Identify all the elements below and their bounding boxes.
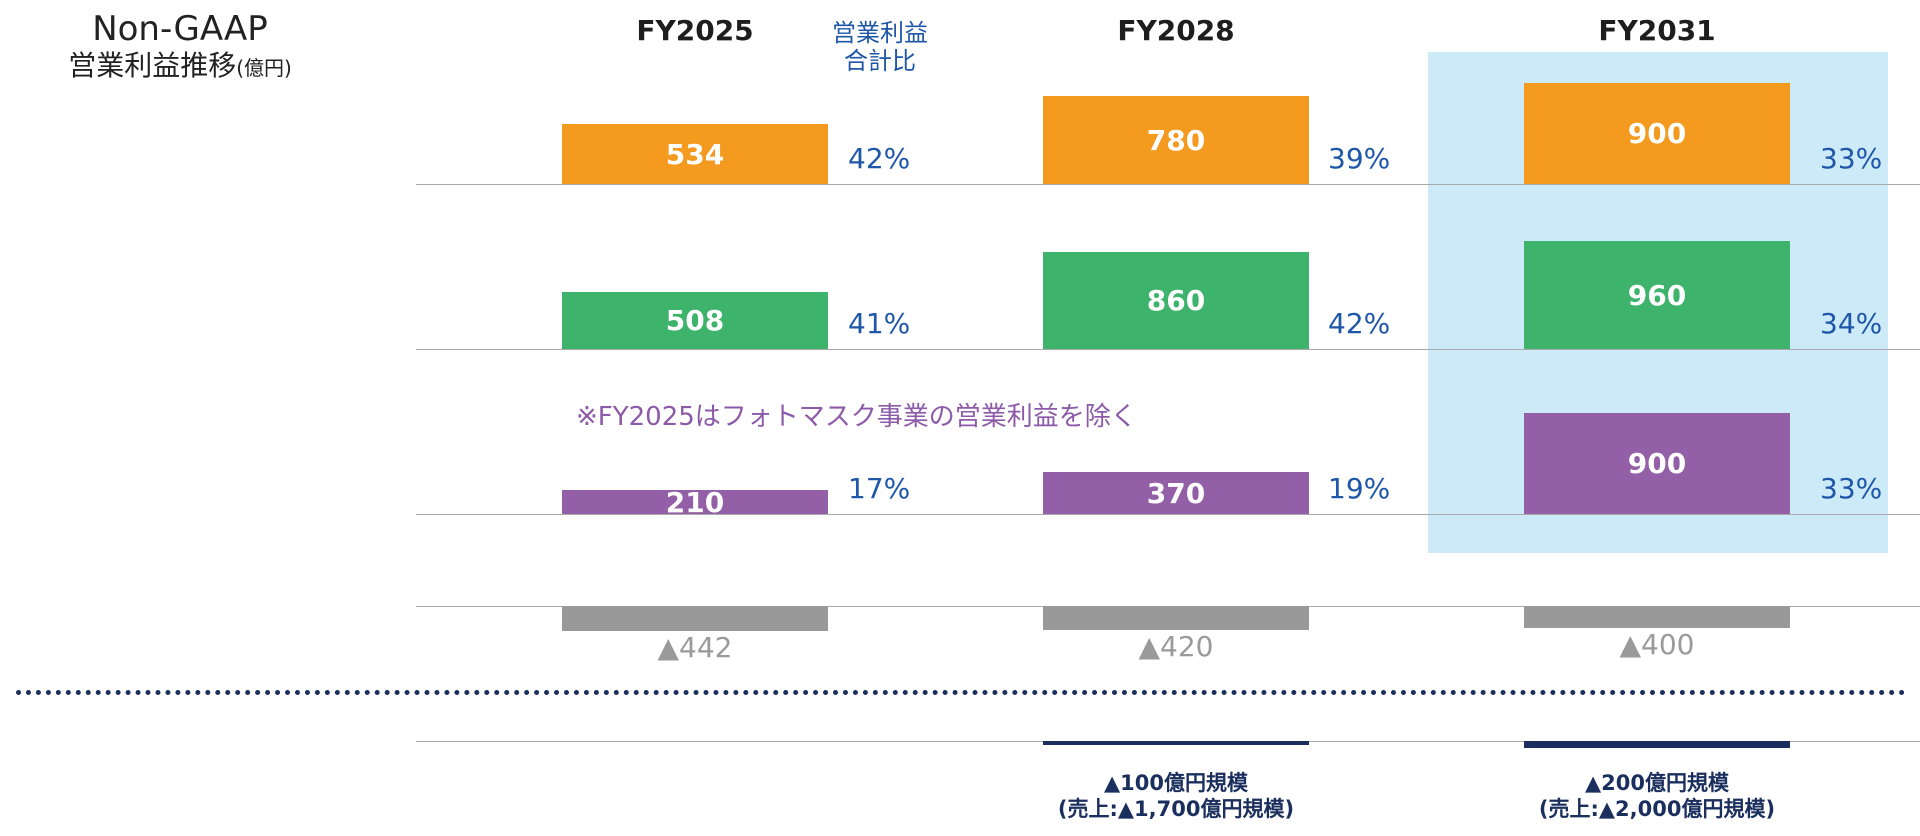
ratio-label: 19% [1328,472,1391,505]
ratio-label: 41% [848,307,911,340]
ratio-header: 営業利益 合計比 [800,19,960,75]
footnote: ※FY2025はフォトマスク事業の営業利益を除く [576,402,1137,432]
segment-box-restructuring: 構造改革対象 [16,706,344,836]
ratio-header-line2: 合計比 [844,46,916,75]
chart-title-line1: Non-GAAP [92,9,268,49]
segment-box-life-industry: 生活・産業 [16,242,344,372]
segment-label: 生活・産業 [70,281,290,333]
restructuring-sales: (売上:▲1,700億円規模) [1057,797,1295,822]
segment-box-info-solution: 情報 ソリューション [16,92,344,224]
bar: 900 [1524,413,1790,514]
data-label: ▲400 [1619,628,1695,661]
ratio-header-line1: 営業利益 [832,19,928,47]
restructuring-amount: ▲100億円規模 [1104,771,1248,795]
bar: 210 [562,486,828,519]
ratio-label: 42% [1328,307,1391,340]
bar: 508 [562,292,828,349]
segment-box-electronics: エレクトロニクス [16,393,344,523]
bar: 370 [1043,472,1309,514]
baseline-electronics [416,514,1920,515]
baseline-life-industry [416,349,1920,350]
data-label: ▲442 [657,631,733,664]
bar: 780 [1043,96,1309,184]
segment-box-adjustment: 調整 [16,544,344,674]
ratio-label: 33% [1820,472,1883,505]
segment-label: 構造改革対象 [48,745,312,797]
unit-label: (億円) [236,56,292,80]
bar [1043,741,1309,745]
bar: 860 [1043,252,1309,349]
baseline-info-solution [416,184,1920,185]
year-header-fy2031: FY2031 [1598,14,1716,47]
separator-line [16,690,1906,695]
ratio-label: 17% [848,472,911,505]
data-label: ▲420 [1138,630,1214,663]
restructuring-label-fy2031: ▲200億円規模 (売上:▲2,000億円規模) [1492,770,1822,823]
bar: 960 [1524,241,1790,349]
bar [1524,741,1790,748]
bar [562,606,828,631]
bar [1043,606,1309,630]
chart-title-line2: 営業利益推移(億円) [68,49,292,82]
year-header-fy2025: FY2025 [636,14,754,47]
segment-label: 調整 [136,583,224,635]
segment-label: ソリューション [26,158,334,209]
segment-label: エレクトロニクス [19,403,341,512]
ratio-label: 42% [848,142,911,175]
bar [1524,606,1790,628]
year-header-fy2028: FY2028 [1117,14,1235,47]
ratio-label: 33% [1820,142,1883,175]
restructuring-label-fy2028: ▲100億円規模 (売上:▲1,700億円規模) [1011,770,1341,823]
restructuring-amount: ▲200億円規模 [1585,771,1729,795]
bar: 900 [1524,83,1790,184]
restructuring-sales: (売上:▲2,000億円規模) [1538,797,1776,822]
bar: 534 [562,124,828,184]
ratio-label: 34% [1820,307,1883,340]
ratio-label: 39% [1328,142,1391,175]
segment-label: 情報 [136,106,224,158]
